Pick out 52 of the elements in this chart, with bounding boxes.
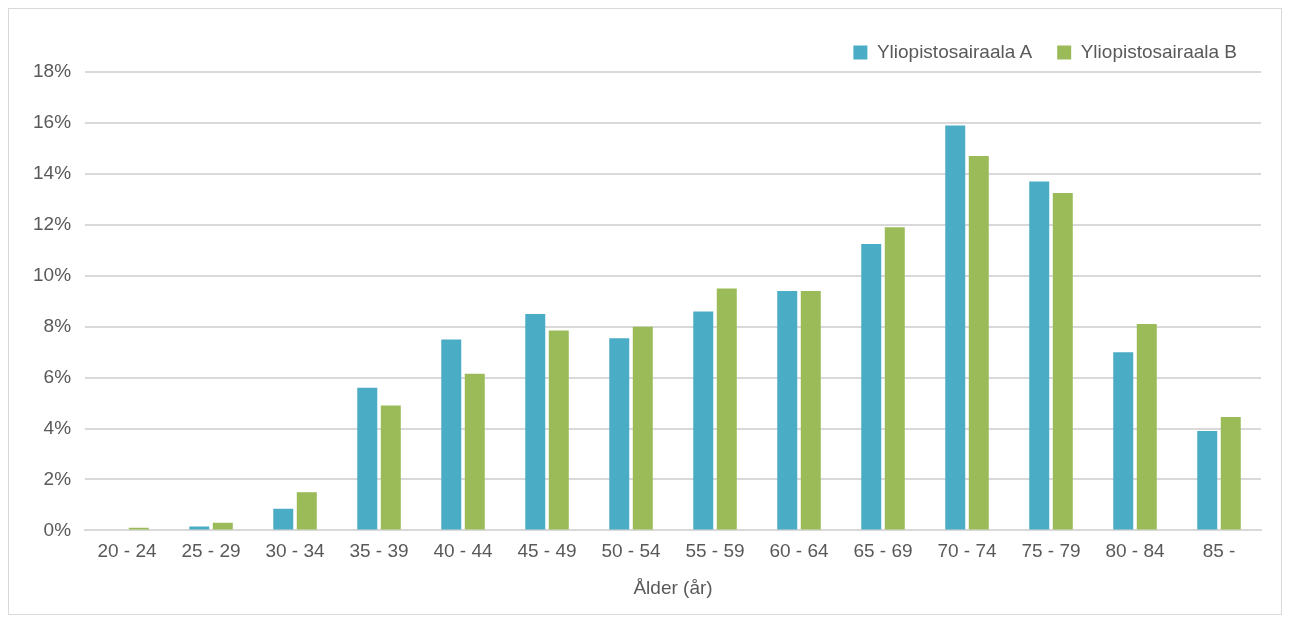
bar (800, 291, 821, 530)
bar (1197, 431, 1218, 530)
legend-label: Yliopistosairaala A (876, 40, 1033, 62)
x-tick-label: 35 - 39 (349, 540, 409, 562)
bar (716, 288, 737, 530)
y-tick-label: 12% (33, 213, 72, 235)
y-tick-label: 10% (33, 263, 72, 285)
bar (1136, 324, 1157, 530)
bar (441, 339, 462, 530)
y-tick-label: 16% (33, 111, 72, 133)
bar (861, 243, 882, 530)
x-tick-label: 20 - 24 (97, 540, 158, 562)
bar (212, 522, 233, 530)
bar (273, 508, 294, 530)
bar (296, 492, 317, 530)
bar (1220, 417, 1241, 530)
bar (380, 405, 401, 530)
bar (1029, 181, 1050, 530)
x-tick-label: 30 - 34 (265, 540, 326, 562)
y-tick-label: 0% (43, 518, 72, 540)
x-tick-label: 50 - 54 (601, 540, 662, 562)
bar (884, 227, 905, 530)
x-tick-label: 80 - 84 (1105, 540, 1166, 562)
y-tick-label: 2% (43, 467, 72, 489)
bar (693, 311, 714, 530)
y-tick-label: 18% (33, 60, 72, 82)
y-tick-label: 8% (43, 314, 72, 336)
y-tick-label: 6% (43, 365, 72, 387)
x-tick-label: 75 - 79 (1021, 540, 1081, 562)
x-tick-label: 60 - 64 (769, 540, 830, 562)
x-tick-label: 65 - 69 (853, 540, 913, 562)
bar (357, 387, 378, 530)
y-tick-label: 14% (33, 162, 72, 184)
bar (1052, 192, 1073, 530)
x-tick-label: 85 - (1202, 540, 1236, 562)
bar (464, 373, 485, 530)
x-tick-label: 25 - 29 (181, 540, 241, 562)
bar (609, 338, 630, 530)
x-tick-label: 70 - 74 (937, 540, 998, 562)
bar (1113, 352, 1134, 530)
bar (777, 291, 798, 530)
bar (968, 156, 989, 530)
y-tick-label: 4% (43, 416, 72, 438)
bar (548, 330, 569, 530)
bar (945, 125, 966, 530)
x-tick-label: 45 - 49 (517, 540, 577, 562)
bar (525, 313, 546, 530)
x-axis-title: Ålder (år) (633, 576, 713, 598)
legend-label: Yliopistosairaala B (1080, 40, 1238, 62)
x-tick-label: 55 - 59 (685, 540, 745, 562)
x-tick-label: 40 - 44 (433, 540, 494, 562)
bar (632, 326, 653, 530)
